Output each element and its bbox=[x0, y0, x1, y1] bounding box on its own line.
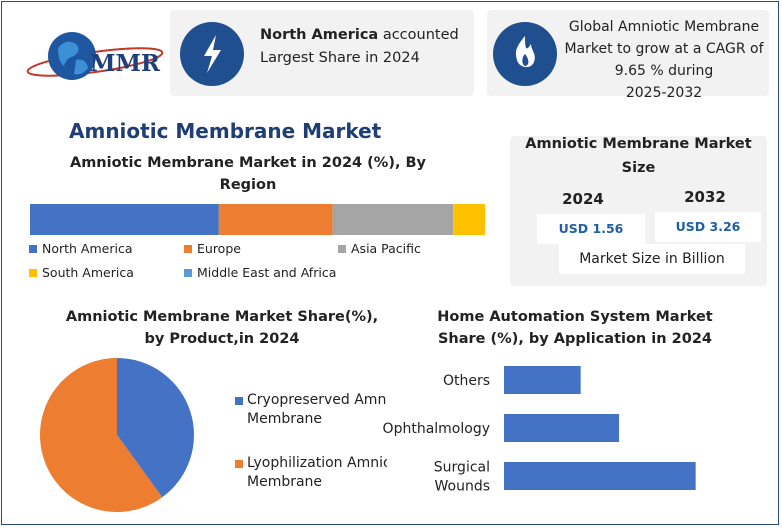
size-card-title-l2: Size bbox=[621, 160, 656, 176]
region-legend-item: Europe bbox=[184, 241, 241, 256]
application-category-label: Surgical bbox=[434, 460, 490, 476]
size-year-2032: 2032 bbox=[684, 188, 726, 206]
region-legend-label: Europe bbox=[197, 241, 241, 256]
size-value-2032-box: USD 3.26 bbox=[655, 212, 761, 242]
flame-icon-circle bbox=[493, 22, 557, 86]
size-value-2032: USD 3.26 bbox=[675, 219, 741, 234]
region-legend-swatch bbox=[184, 244, 192, 253]
application-bar-0 bbox=[504, 366, 581, 394]
flame-icon bbox=[515, 36, 535, 68]
region-legend-item: South America bbox=[29, 265, 134, 280]
region-chart-title-l2: Region bbox=[219, 177, 277, 193]
region-bar-segment-1 bbox=[218, 204, 333, 235]
mmr-logo: MMR bbox=[20, 20, 170, 90]
application-bar-chart: Others Ophthalmology Surgical Wounds bbox=[383, 366, 696, 495]
north-america-card: North America accounted Largest Share in… bbox=[170, 10, 474, 96]
card1-bold: North America bbox=[260, 27, 379, 43]
card2-line4: 2025-2032 bbox=[625, 85, 703, 101]
market-size-card: Amniotic Membrane Market Size 2024 2032 … bbox=[510, 136, 767, 286]
region-legend-label: Asia Pacific bbox=[351, 241, 421, 256]
size-year-2024: 2024 bbox=[562, 190, 604, 208]
pie-slice-1 bbox=[39, 358, 163, 512]
cagr-card: Global Amniotic Membrane Market to grow … bbox=[487, 10, 769, 101]
product-legend-swatch bbox=[235, 460, 243, 468]
region-bar-segment-2 bbox=[332, 204, 454, 235]
product-legend-label: Cryopreserved Amnio bbox=[247, 392, 387, 408]
application-bar-2 bbox=[504, 462, 696, 490]
product-chart-title-l2: by Product,in 2024 bbox=[144, 331, 300, 347]
card2-line3: 9.65 % during bbox=[614, 63, 714, 79]
region-legend-item: Middle East and Africa bbox=[184, 265, 336, 280]
lightning-icon bbox=[204, 35, 221, 73]
size-value-2024: USD 1.56 bbox=[558, 221, 624, 236]
size-value-2024-box: USD 1.56 bbox=[537, 214, 645, 244]
application-chart-title-l1: Home Automation System Market bbox=[437, 309, 713, 325]
card2-line1: Global Amniotic Membrane bbox=[568, 19, 760, 35]
region-legend-swatch bbox=[29, 244, 37, 253]
globe-logo-icon bbox=[26, 32, 164, 80]
lightning-icon-circle bbox=[180, 22, 244, 86]
product-legend-label: Membrane bbox=[247, 474, 323, 490]
product-pie bbox=[39, 358, 194, 512]
region-legend-swatch bbox=[338, 244, 346, 253]
card2-line2: Market to grow at a CAGR of bbox=[564, 41, 764, 57]
application-category-label: Wounds bbox=[434, 479, 490, 495]
region-chart-title-l1: Amniotic Membrane Market in 2024 (%), By bbox=[69, 155, 427, 171]
region-legend-swatch bbox=[29, 268, 37, 277]
region-legend-swatch bbox=[184, 268, 192, 277]
product-legend-label: Membrane bbox=[247, 411, 323, 427]
size-card-title-l1: Amniotic Membrane Market bbox=[525, 136, 752, 152]
logo-text: MMR bbox=[90, 50, 161, 77]
pie-slice-0 bbox=[117, 358, 194, 498]
region-legend-item: North America bbox=[29, 241, 133, 256]
size-footer: Market Size in Billion bbox=[579, 251, 725, 267]
region-legend-label: North America bbox=[42, 241, 133, 256]
page-title: Amniotic Membrane Market bbox=[69, 119, 382, 143]
region-stacked-bar bbox=[30, 204, 485, 235]
application-category-label: Ophthalmology bbox=[383, 421, 490, 437]
product-chart-title-l1: Amniotic Membrane Market Share(%), bbox=[65, 309, 379, 325]
region-bar-segment-3 bbox=[453, 204, 485, 235]
size-footer-box: Market Size in Billion bbox=[559, 244, 745, 274]
region-legend-label: South America bbox=[42, 265, 134, 280]
product-legend-label: Lyophilization Amnio bbox=[247, 455, 387, 471]
region-legend-label: Middle East and Africa bbox=[197, 265, 337, 280]
application-chart-title-l2: Share (%), by Application in 2024 bbox=[437, 331, 713, 347]
product-legend-swatch bbox=[235, 397, 243, 405]
application-category-label: Others bbox=[443, 373, 490, 389]
application-bar-1 bbox=[504, 414, 619, 442]
region-bar-segment-0 bbox=[30, 204, 219, 235]
card1-line2: Largest Share in 2024 bbox=[260, 50, 420, 66]
card1-rest: accounted bbox=[378, 27, 459, 43]
region-legend-item: Asia Pacific bbox=[338, 241, 421, 256]
